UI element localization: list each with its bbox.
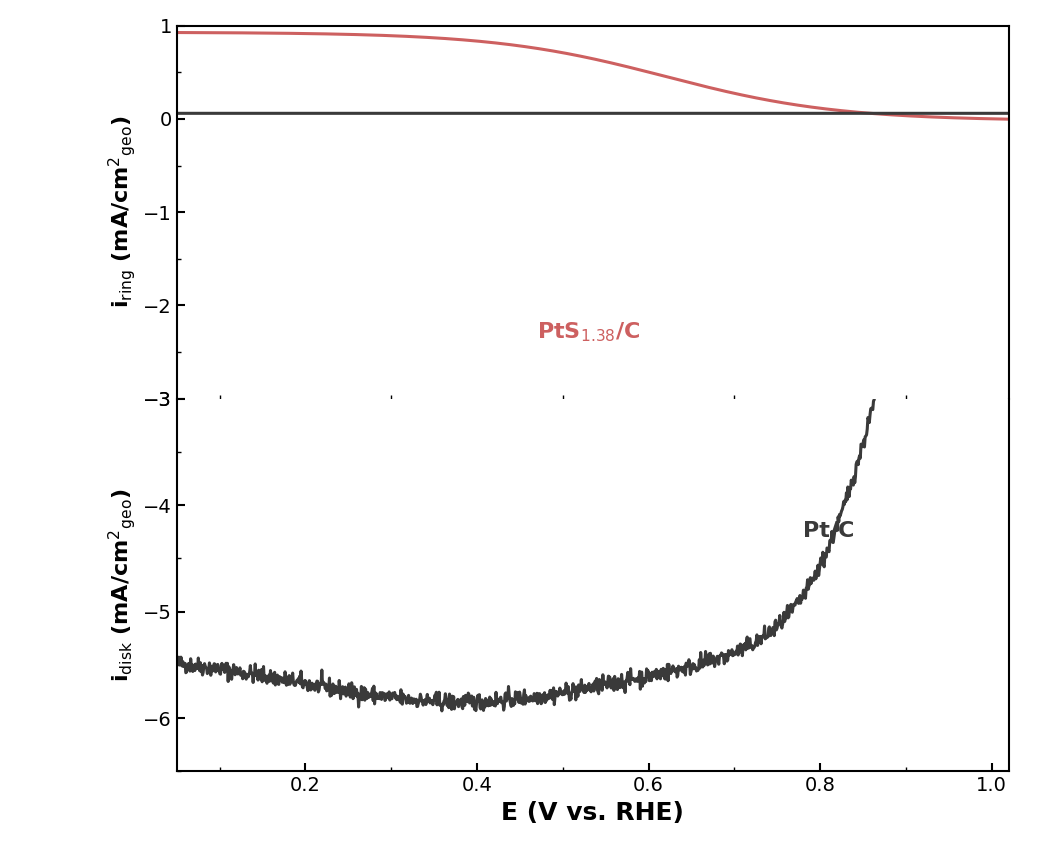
Y-axis label: i$_\mathrm{ring}$ (mA/cm$^2$$_\mathrm{geo}$): i$_\mathrm{ring}$ (mA/cm$^2$$_\mathrm{ge… <box>106 116 137 309</box>
X-axis label: E (V vs. RHE): E (V vs. RHE) <box>501 800 684 824</box>
Text: PtS$_{1.38}$/C: PtS$_{1.38}$/C <box>537 320 641 344</box>
Text: Pt/C: Pt/C <box>803 521 854 541</box>
Y-axis label: i$_\mathrm{disk}$ (mA/cm$^2$$_\mathrm{geo}$): i$_\mathrm{disk}$ (mA/cm$^2$$_\mathrm{ge… <box>105 488 137 681</box>
